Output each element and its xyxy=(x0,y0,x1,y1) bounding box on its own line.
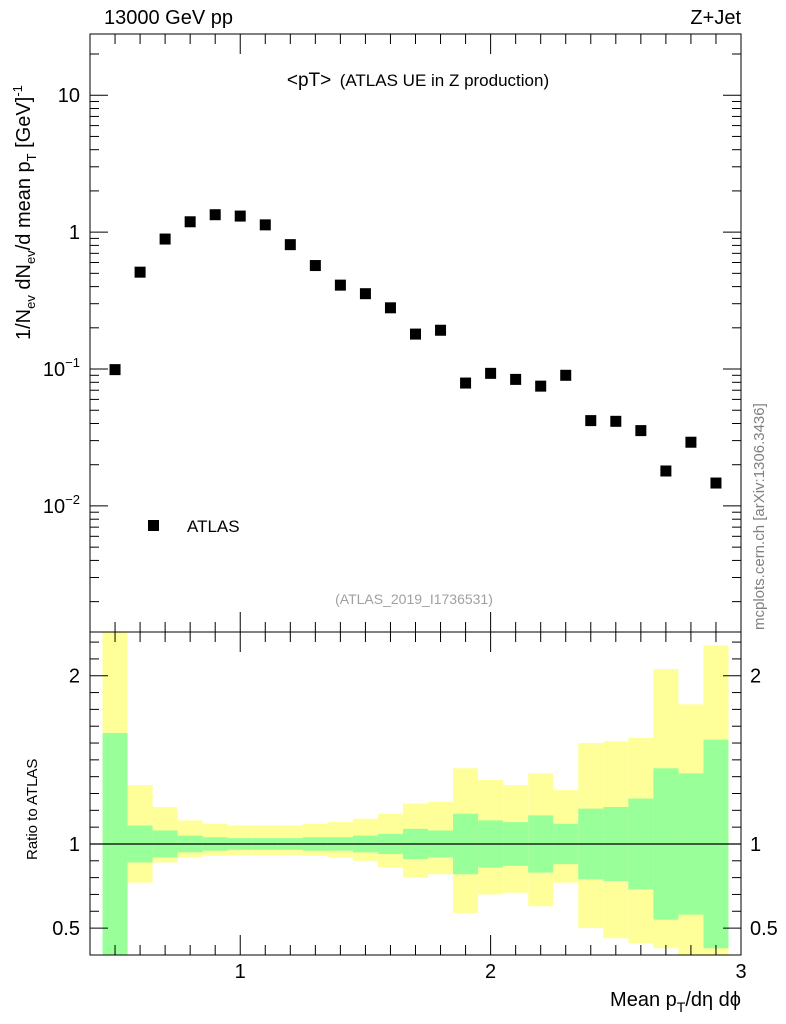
ratio-y-tick-label-left: 0.5 xyxy=(52,918,80,940)
ylabel-part-d: [GeV] xyxy=(13,97,35,154)
xlabel-sub: T xyxy=(677,999,686,1015)
top-y-axis-label: 1/Nev dNev/d mean pT [GeV]-1 xyxy=(10,85,39,340)
ylabel-sub-c: T xyxy=(24,153,39,161)
data-point xyxy=(184,216,196,228)
data-point xyxy=(209,209,221,221)
analysis-watermark: (ATLAS_2019_I1736531) xyxy=(335,591,493,607)
legend-label: ATLAS xyxy=(187,517,240,536)
data-point xyxy=(660,465,672,477)
data-point xyxy=(435,324,447,336)
data-point xyxy=(259,219,271,231)
data-point xyxy=(460,377,472,389)
data-point xyxy=(560,369,572,381)
ratio-axis-ticks: 2 2 1 1 0.5 0.5 1 2 3 xyxy=(52,632,778,983)
data-point xyxy=(710,477,722,489)
data-point xyxy=(109,364,121,376)
plot-title-main: <pT> xyxy=(287,70,331,91)
data-point xyxy=(384,302,396,314)
data-point xyxy=(284,239,296,251)
data-point xyxy=(685,436,697,448)
data-point xyxy=(234,210,246,222)
ylabel-part-a: 1/N xyxy=(13,309,35,340)
xlabel-rest: /dη dϕ xyxy=(685,989,741,1011)
ratio-y-axis-label: Ratio to ATLAS xyxy=(24,759,41,860)
data-point xyxy=(359,288,371,300)
ratio-y-tick-label-right: 2 xyxy=(750,666,761,688)
ratio-y-tick-label-left: 2 xyxy=(69,666,80,688)
ratio-y-tick-label-right: 0.5 xyxy=(750,918,778,940)
ylabel-sub-a: ev xyxy=(23,295,38,309)
top-y-tick-label: 10−2 xyxy=(43,492,80,518)
data-point xyxy=(585,415,597,427)
side-source-label: mcplots.cern.ch [arXiv:1306.3436] xyxy=(751,403,768,630)
x-axis-label: Mean pT/dη dϕ xyxy=(610,989,741,1015)
x-tick-label: 2 xyxy=(485,961,496,983)
data-point xyxy=(410,328,421,340)
x-tick-label: 3 xyxy=(735,961,746,983)
xlabel-main: Mean p xyxy=(610,989,677,1011)
data-point xyxy=(610,415,622,427)
data-point xyxy=(635,425,647,437)
ratio-y-tick-label-right: 1 xyxy=(750,834,761,856)
x-tick-label: 1 xyxy=(235,961,246,983)
data-point xyxy=(159,233,171,245)
legend-marker xyxy=(148,520,159,531)
ylabel-sub-b: ev xyxy=(23,250,38,264)
plot-title-sub: (ATLAS UE in Z production) xyxy=(340,71,549,90)
data-point xyxy=(535,380,547,392)
top-y-tick-label: 1 xyxy=(69,222,80,244)
top-y-tick-label: 10−1 xyxy=(43,355,80,381)
data-point xyxy=(485,367,497,379)
data-markers xyxy=(109,209,722,489)
data-point xyxy=(510,373,522,385)
ylabel-sup-d: -1 xyxy=(10,85,25,97)
ylabel-part-b: dN xyxy=(13,264,35,295)
top-axis-ticks: 10 1 10−1 10−2 xyxy=(43,34,741,632)
ylabel-part-c: /d mean p xyxy=(13,161,35,250)
data-point xyxy=(134,266,146,278)
data-point xyxy=(334,279,346,291)
ratio-y-tick-label-left: 1 xyxy=(69,834,80,856)
plot-title: <pT> (ATLAS UE in Z production) xyxy=(287,70,549,91)
header-right: Z+Jet xyxy=(690,7,741,29)
data-point xyxy=(309,260,321,272)
top-y-tick-label: 10 xyxy=(58,85,80,107)
header-left: 13000 GeV pp xyxy=(104,7,233,29)
ratio-bands xyxy=(102,632,729,955)
